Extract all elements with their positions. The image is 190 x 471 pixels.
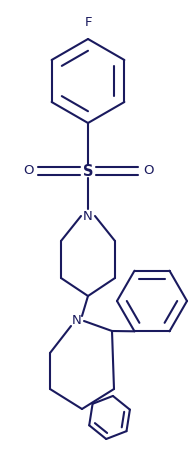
Text: N: N	[83, 210, 93, 222]
Text: O: O	[23, 164, 33, 178]
Text: N: N	[72, 315, 82, 327]
Text: F: F	[84, 16, 92, 29]
Text: O: O	[143, 164, 153, 178]
Text: S: S	[83, 163, 93, 179]
